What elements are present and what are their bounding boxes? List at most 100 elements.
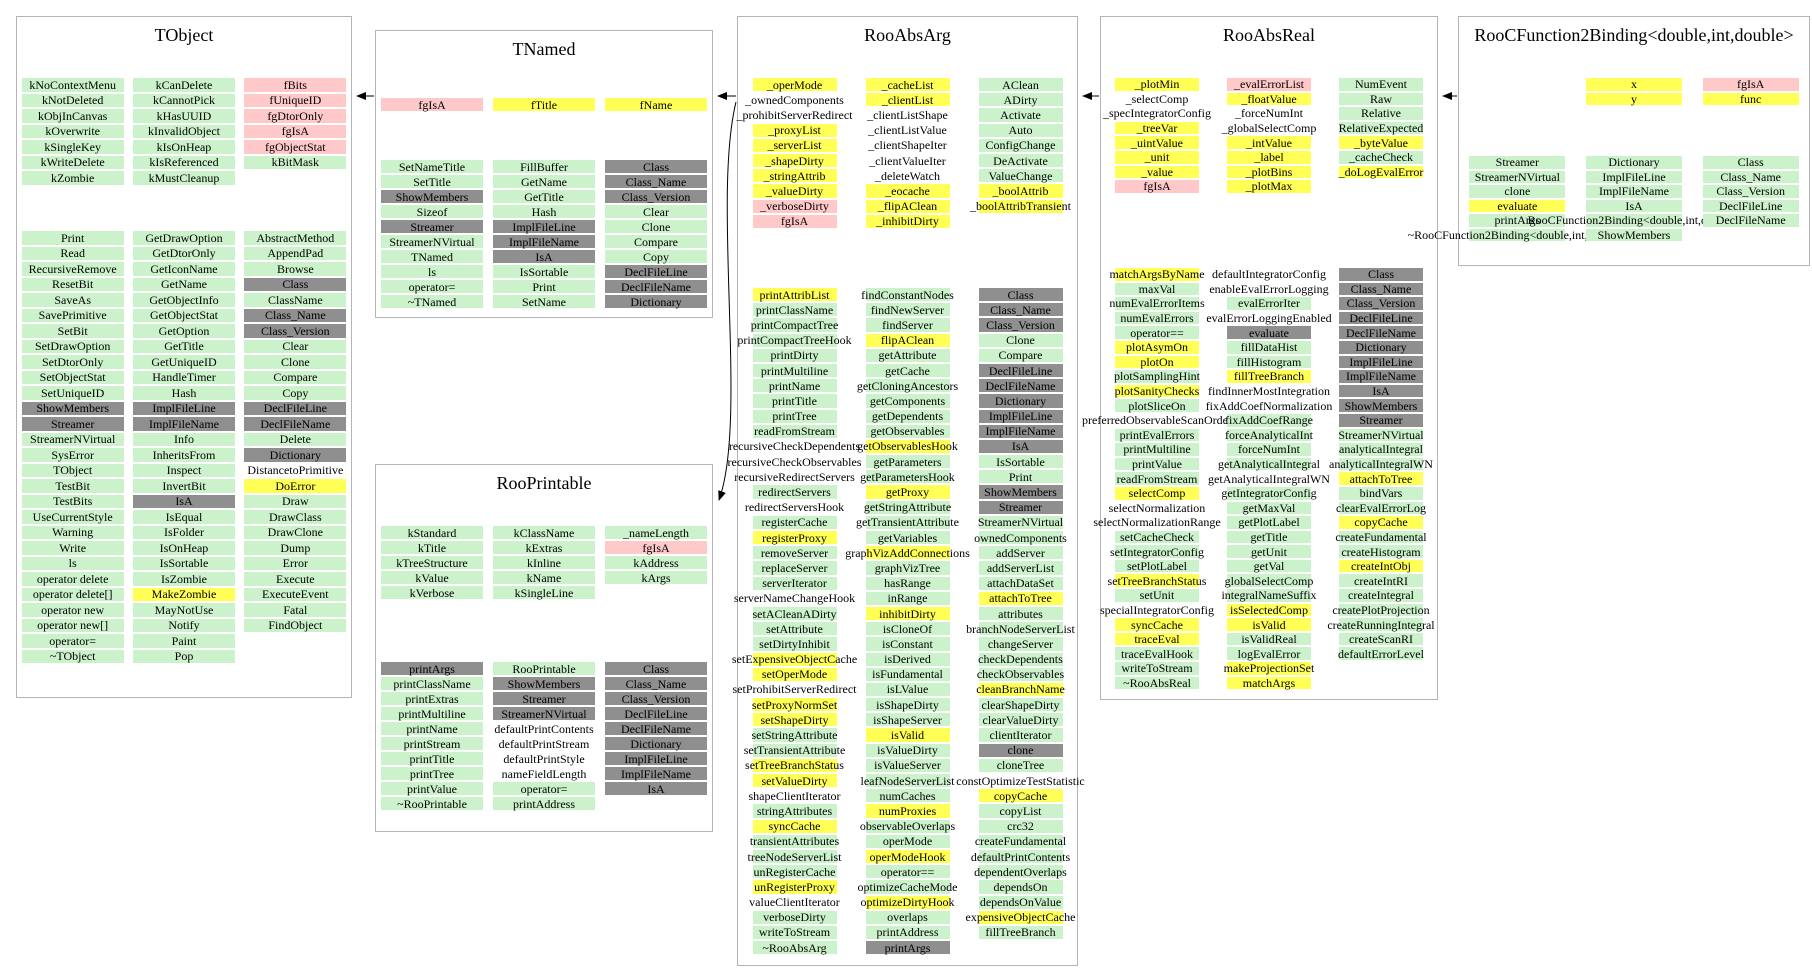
method-redirectservershook[interactable]: redirectServersHook: [744, 500, 845, 515]
method-implfileline[interactable]: ImplFileLine: [1325, 355, 1437, 370]
class-title-rooabsarg[interactable]: RooAbsArg: [864, 25, 951, 45]
method-print[interactable]: Print: [964, 469, 1077, 484]
method-setplotlabel[interactable]: setPlotLabel: [1101, 559, 1213, 574]
member-bytevalue[interactable]: _byteValue: [1325, 135, 1437, 150]
method-showmembers[interactable]: ShowMembers: [17, 401, 128, 417]
method-transientattributes[interactable]: transientAttributes: [749, 834, 840, 849]
method-defaultprintstyle[interactable]: defaultPrintStyle: [503, 751, 585, 766]
method-sizeof[interactable]: Sizeof: [376, 204, 488, 219]
method-showmembers[interactable]: ShowMembers: [488, 676, 600, 691]
method-printtitle[interactable]: printTitle: [376, 751, 488, 766]
member-knotdeleted[interactable]: kNotDeleted: [17, 93, 128, 109]
method-defaultprintstream[interactable]: defaultPrintStream: [498, 736, 590, 751]
method-streamer[interactable]: Streamer: [17, 416, 128, 432]
member-intvalue[interactable]: _intValue: [1213, 135, 1325, 150]
member-x[interactable]: x: [1576, 77, 1693, 92]
member-kcannotpick[interactable]: kCannotPick: [128, 93, 239, 109]
member-kzombie[interactable]: kZombie: [17, 170, 128, 186]
method-notify[interactable]: Notify: [128, 618, 239, 634]
member-kinvalidobject[interactable]: kInvalidObject: [128, 124, 239, 140]
method-treenodeserverlist[interactable]: treeNodeServerList: [747, 849, 842, 864]
method-analyticalintegral[interactable]: analyticalIntegral: [1339, 442, 1423, 457]
method-usecurrentstyle[interactable]: UseCurrentStyle: [17, 509, 128, 525]
method-setcachecheck[interactable]: setCacheCheck: [1101, 530, 1213, 545]
method-draw[interactable]: Draw: [240, 494, 351, 510]
method-tobject[interactable]: ~TObject: [17, 649, 128, 665]
method-compare[interactable]: Compare: [964, 348, 1077, 363]
method-clearevalerrorlog[interactable]: clearEvalErrorLog: [1336, 500, 1426, 515]
member-fbits[interactable]: fBits: [240, 77, 351, 93]
method-verbosedirty[interactable]: verboseDirty: [738, 910, 851, 925]
method-getmaxval[interactable]: getMaxVal: [1213, 501, 1325, 516]
method-numevalerrors[interactable]: numEvalErrors: [1101, 311, 1213, 326]
method-printargs[interactable]: printArgs: [851, 940, 964, 955]
member-stringattrib[interactable]: _stringAttrib: [738, 168, 851, 183]
method-numproxies[interactable]: numProxies: [851, 803, 964, 818]
method-preferredobservablescanorder[interactable]: preferredObservableScanOrder: [1082, 413, 1232, 428]
member-globalselectcomp[interactable]: _globalSelectComp: [1221, 121, 1317, 136]
method-isderived[interactable]: isDerived: [851, 652, 964, 667]
method-implfileline[interactable]: ImplFileLine: [128, 401, 239, 417]
member-cachelist[interactable]: _cacheList: [851, 77, 964, 92]
method-dictionary[interactable]: Dictionary: [1325, 340, 1437, 355]
method-roocfunction2binding-double-int-double[interactable]: ~RooCFunction2Binding<double,int,double>: [1407, 227, 1628, 242]
method-getintegratorconfig[interactable]: getIntegratorConfig: [1221, 486, 1317, 501]
method-copycache[interactable]: copyCache: [964, 788, 1077, 803]
method-streamer[interactable]: Streamer: [964, 500, 1077, 515]
method-servernamechangehook[interactable]: serverNameChangeHook: [733, 591, 856, 606]
method-print[interactable]: Print: [488, 279, 600, 294]
method-implfileline[interactable]: ImplFileLine: [1576, 170, 1693, 185]
method-hash[interactable]: Hash: [488, 204, 600, 219]
member-verbosedirty[interactable]: _verboseDirty: [738, 199, 851, 214]
method-operator[interactable]: operator=: [488, 781, 600, 796]
method-gettitle[interactable]: GetTitle: [128, 339, 239, 355]
method-roocfunction2binding-double-int-double[interactable]: RooCFunction2Binding<double,int,double>: [1527, 213, 1741, 228]
method-isfundamental[interactable]: isFundamental: [851, 667, 964, 682]
method-evaluate[interactable]: evaluate: [1459, 199, 1576, 214]
member-kbitmask[interactable]: kBitMask: [240, 155, 351, 171]
method-valueclientiterator[interactable]: valueClientIterator: [749, 895, 840, 910]
method-rooabsreal[interactable]: ~RooAbsReal: [1101, 676, 1213, 691]
method-setstringattribute[interactable]: setStringAttribute: [751, 728, 838, 743]
member-kextras[interactable]: kExtras: [488, 540, 600, 555]
method-execute[interactable]: Execute: [240, 571, 351, 587]
member-relative[interactable]: Relative: [1325, 106, 1437, 121]
method-setprohibitserverredirect[interactable]: setProhibitServerRedirect: [732, 682, 857, 697]
member-clientlistvalue[interactable]: _clientListValue: [868, 123, 947, 138]
method-handletimer[interactable]: HandleTimer: [128, 370, 239, 386]
member-fgisa[interactable]: fgIsA: [1692, 77, 1809, 92]
member-namelength[interactable]: _nameLength: [600, 525, 712, 540]
method-tnamed[interactable]: ~TNamed: [376, 294, 488, 309]
method-addserver[interactable]: addServer: [964, 545, 1077, 560]
method-declfileline[interactable]: DeclFileLine: [964, 363, 1077, 378]
method-appendpad[interactable]: AppendPad: [240, 246, 351, 262]
member-clientshapeiter[interactable]: _clientShapeIter: [868, 138, 947, 153]
method-getcache[interactable]: getCache: [851, 363, 964, 378]
method-createscanri[interactable]: createScanRI: [1325, 632, 1437, 647]
method-printdirty[interactable]: printDirty: [738, 348, 851, 363]
method-settransientattribute[interactable]: setTransientAttribute: [743, 743, 846, 758]
method-issortable[interactable]: IsSortable: [488, 264, 600, 279]
method-setacleanadirty[interactable]: setACleanADirty: [752, 606, 837, 621]
method-createintegral[interactable]: createIntegral: [1325, 588, 1437, 603]
method-printstream[interactable]: printStream: [376, 736, 488, 751]
method-class-version[interactable]: Class_Version: [240, 323, 351, 339]
method-printcompacttreehook[interactable]: printCompactTreeHook: [737, 333, 852, 348]
method-leafnodeserverlist[interactable]: leafNodeServerList: [860, 773, 955, 788]
method-inheritsfrom[interactable]: InheritsFrom: [128, 447, 239, 463]
method-recursiveremove[interactable]: RecursiveRemove: [17, 261, 128, 277]
method-getanalyticalintegral[interactable]: getAnalyticalIntegral: [1218, 457, 1320, 472]
method-hasrange[interactable]: hasRange: [851, 576, 964, 591]
member-numevent[interactable]: NumEvent: [1325, 77, 1437, 92]
method-setdtoronly[interactable]: SetDtorOnly: [17, 354, 128, 370]
member-clientlistshape[interactable]: _clientListShape: [867, 107, 948, 122]
method-filltreebranch[interactable]: fillTreeBranch: [1213, 369, 1325, 384]
method-isa[interactable]: IsA: [1576, 199, 1693, 214]
method-addserverlist[interactable]: addServerList: [964, 560, 1077, 575]
method-declfilename[interactable]: DeclFileName: [1325, 325, 1437, 340]
method-pop[interactable]: Pop: [128, 649, 239, 665]
member-kargs[interactable]: kArgs: [600, 570, 712, 585]
member-valuechange[interactable]: ValueChange: [964, 168, 1077, 183]
method-warning[interactable]: Warning: [17, 525, 128, 541]
method-declfilename[interactable]: DeclFileName: [240, 416, 351, 432]
